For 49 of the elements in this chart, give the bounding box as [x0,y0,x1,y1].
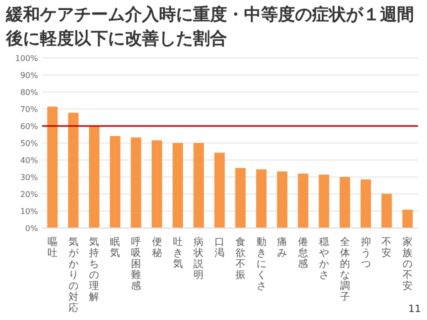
x-tick-label: 気がかりの対応 [68,237,80,314]
bar [360,179,371,228]
bar [214,152,225,228]
bar [68,112,79,228]
x-tick-label: 動きにくさ [256,237,266,292]
y-tick-label: 80% [20,88,38,97]
y-tick-label: 40% [20,156,38,165]
x-tick-label: 吐き気 [172,236,183,270]
y-tick-label: 0% [25,224,38,233]
x-tick-label: 口渇 [214,237,225,259]
bar [152,140,162,228]
bar [381,194,392,228]
x-tick-label: 痛み [277,236,288,259]
x-tick-label: 全体的な調子 [340,236,350,303]
y-tick-label: 10% [20,207,38,216]
y-tick-label: 50% [20,139,38,148]
x-tick-label: 呼吸困難感 [131,236,141,292]
bar [298,174,308,228]
x-tick-label: 便秘 [152,237,162,259]
chart-title: 緩和ケアチーム介入時に重度・中等度の症状が１週間後に軽度以下に改善した割合 [5,5,414,49]
bar [277,171,288,228]
bar [110,136,120,228]
y-tick-label: 20% [20,190,38,199]
bar [235,168,246,228]
x-tick-label: 病状説明 [192,236,204,281]
x-tick-label: 気持ちの理解 [89,237,100,303]
bar [89,126,100,228]
x-tick-label: 穏やかさ [319,237,329,281]
y-tick-label: 100% [15,54,38,63]
y-tick-label: 90% [20,71,38,80]
y-tick-label: 30% [20,173,38,182]
x-tick-label: 不安 [382,237,392,259]
x-tick-label: 食欲不振 [235,236,246,281]
x-tick-label: 嘔吐 [47,237,58,259]
x-tick-label: 倦怠感 [297,236,308,270]
x-tick-label: 家族の不安 [402,236,413,292]
text: 11 [408,304,421,315]
y-tick-label: 60% [20,122,38,131]
x-tick-label: 抑うつ [360,236,371,270]
bar [130,137,142,228]
bar [318,174,330,228]
x-tick-label: 眠気 [110,237,120,259]
bar [193,143,204,228]
y-tick-label: 70% [20,105,38,114]
bar [172,143,183,228]
bar [402,210,413,228]
bar [340,177,350,228]
bar [256,169,267,228]
bar [47,106,58,228]
